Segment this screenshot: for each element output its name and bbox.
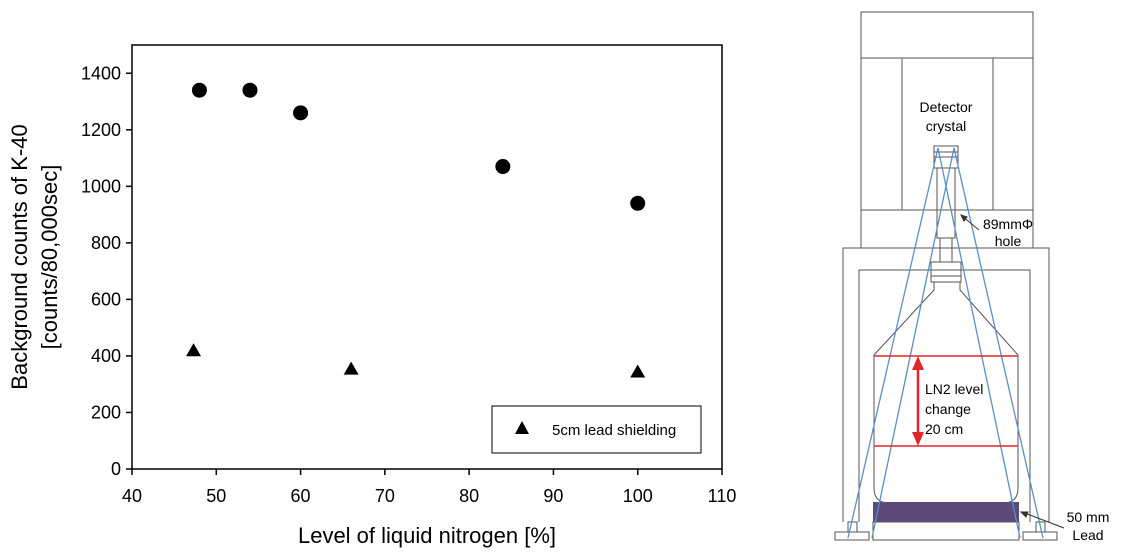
x-tick-label: 100 — [623, 486, 653, 506]
x-tick-label: 110 — [708, 486, 737, 506]
ln2-label-line-2: change — [925, 401, 971, 417]
fov-line-2 — [953, 147, 1044, 539]
triangle-point — [343, 361, 359, 375]
y-tick-label: 400 — [91, 346, 121, 366]
detector-label-line-1: Detector — [920, 99, 973, 115]
y-tick-label: 800 — [91, 233, 121, 253]
x-tick-label: 80 — [459, 486, 479, 506]
ln2-level-indicator — [874, 355, 1018, 447]
detector-schematic — [834, 11, 1058, 541]
y-tick-label: 0 — [111, 459, 121, 479]
x-axis-label: Level of liquid nitrogen [%] — [298, 523, 556, 548]
hole-label-line-2: hole — [995, 233, 1022, 249]
ln2-label-line-1: LN2 level — [925, 381, 983, 397]
lead-block — [873, 502, 1019, 522]
plot-frame — [131, 44, 723, 470]
x-tick-label: 50 — [206, 486, 226, 506]
y-tick-label: 200 — [91, 402, 121, 422]
circle-point — [242, 82, 258, 98]
tick-layer: 40 50 60 70 80 90 100 110 0 200 400 600 800 1000 1200 1… — [81, 63, 736, 506]
lead-label-line-1: 50 mm — [1067, 509, 1110, 525]
lead-pointer — [1021, 511, 1065, 529]
legend-label: 5cm lead shielding — [552, 422, 676, 439]
ln2-arrow-head-down — [912, 432, 924, 446]
circle-point — [293, 105, 309, 121]
ln2-label-line-3: 20 cm — [925, 421, 963, 437]
field-of-view-lines — [847, 147, 1044, 539]
x-tick-label: 70 — [375, 486, 395, 506]
detector-label-line-2: crystal — [926, 118, 966, 134]
outer-frame — [842, 247, 1050, 522]
x-tick-label: 40 — [122, 486, 142, 506]
base-plate — [872, 521, 1020, 541]
scatter-chart: 40 50 60 70 80 90 100 110 0 200 400 600 800 1000 1200 1… — [7, 44, 736, 548]
callout-pointers — [960, 214, 1065, 529]
legend-triangle-marker — [515, 421, 529, 434]
y-axis-label-line-1: Background counts of K-40 — [7, 124, 32, 389]
upper-shield-top — [860, 11, 1034, 59]
y-tick-label: 600 — [91, 289, 121, 309]
marks-layer — [186, 82, 646, 378]
fov-line-4 — [871, 147, 955, 539]
upper-shield-body — [860, 57, 1034, 211]
ln2-arrow-head-up — [912, 356, 924, 370]
circle-point — [495, 159, 511, 175]
y-tick-label: 1200 — [81, 120, 121, 140]
foot-left-base — [834, 531, 870, 541]
x-tick-label: 90 — [543, 486, 563, 506]
triangle-point — [186, 343, 202, 357]
diagram-labels: Detector crystal 89mmΦ hole LN2 level ch… — [920, 99, 1110, 543]
fov-line-3 — [937, 147, 1021, 539]
legend: 5cm lead shielding — [491, 405, 702, 454]
y-tick-label: 1000 — [81, 176, 121, 196]
fov-line-1 — [847, 147, 939, 539]
circle-point — [191, 82, 207, 98]
circle-point — [630, 195, 646, 211]
y-axis-label: Background counts of K-40 [counts/80,000… — [7, 124, 62, 389]
inner-frame — [858, 269, 1031, 522]
y-axis-label-line-2: [counts/80,000sec] — [37, 165, 62, 350]
cold-finger — [936, 167, 956, 239]
foot-right-base — [1022, 531, 1058, 541]
lead-pointer-head — [1019, 511, 1029, 518]
triangle-point — [630, 364, 646, 378]
flange — [930, 261, 962, 283]
y-tick-label: 1400 — [81, 63, 121, 83]
lead-label-line-2: Lead — [1072, 527, 1103, 543]
legend-box — [491, 405, 702, 454]
x-tick-label: 60 — [291, 486, 311, 506]
hole-label-line-1: 89mmΦ — [983, 216, 1033, 232]
hole-pointer-head — [960, 214, 968, 222]
